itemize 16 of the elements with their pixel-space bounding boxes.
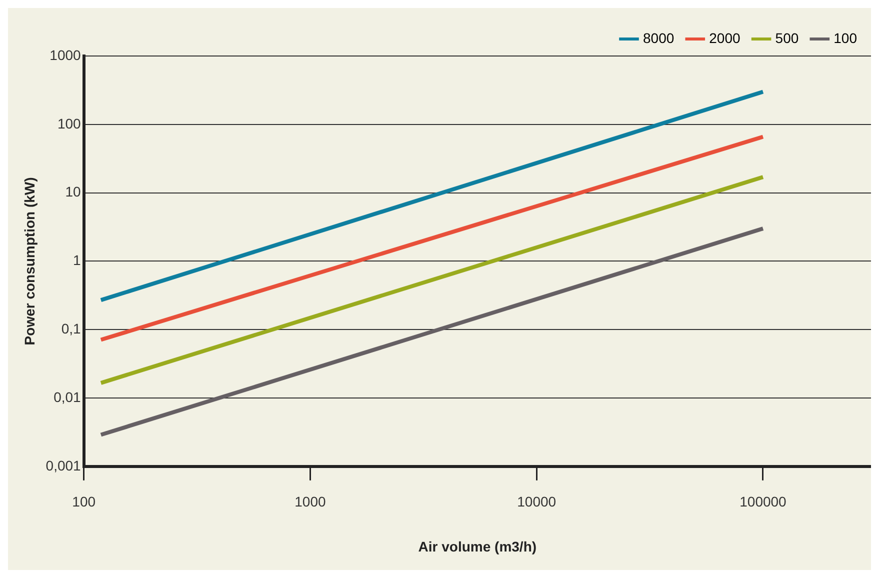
- y-axis-title: Power consumption (kW): [21, 177, 38, 346]
- legend-label: 2000: [709, 30, 740, 46]
- x-tick-label: 100000: [740, 494, 787, 510]
- x-tick-label: 10000: [517, 494, 556, 510]
- y-tick-label: 0,1: [61, 320, 82, 336]
- x-axis-title: Air volume (m3/h): [418, 538, 537, 554]
- y-tick-label: 100: [57, 115, 82, 132]
- y-tick-label: 1000: [50, 46, 82, 63]
- legend-label: 500: [775, 30, 799, 46]
- y-tick-label: 10: [65, 184, 82, 200]
- x-tick-label: 1000: [294, 494, 326, 510]
- legend-label: 8000: [642, 30, 674, 46]
- y-tick-label: 1: [73, 252, 82, 268]
- y-tick-label: 0,01: [54, 388, 82, 405]
- y-tick-label: 0,001: [46, 457, 82, 474]
- legend-label: 100: [834, 30, 858, 46]
